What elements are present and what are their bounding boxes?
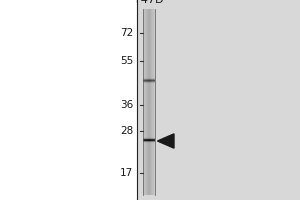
Text: 17: 17 [120, 168, 134, 178]
Text: 28: 28 [120, 126, 134, 136]
Text: 72: 72 [120, 28, 134, 38]
Text: 36: 36 [120, 100, 134, 110]
Bar [136, 0, 300, 200]
Text: T47D: T47D [134, 0, 163, 5]
Text: 55: 55 [120, 56, 134, 66]
Polygon shape [158, 134, 174, 148]
